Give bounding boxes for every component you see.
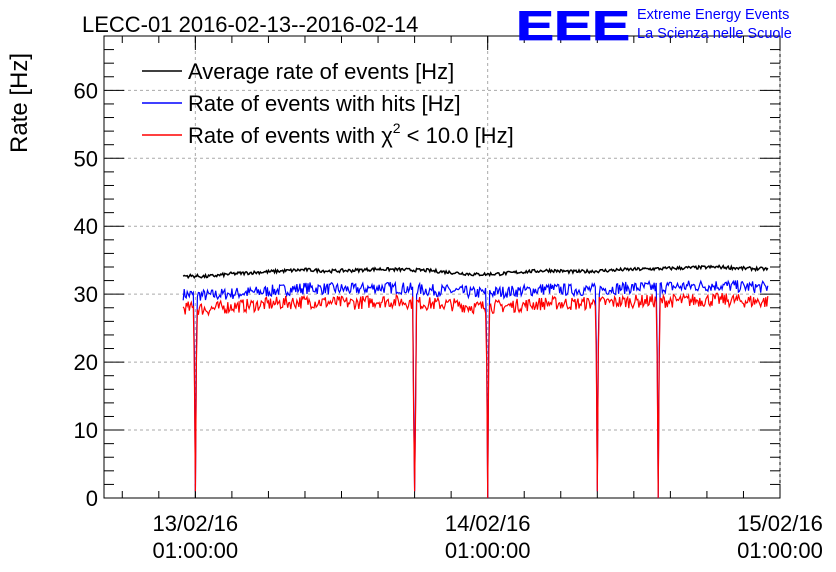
legend-label-chi2-prefix: Rate of events with χ bbox=[188, 123, 393, 148]
y-tick-label: 40 bbox=[74, 214, 98, 239]
x-tick-time: 01:00:00 bbox=[153, 538, 239, 563]
eee-logo: EEE Extreme Energy Events La Scienza nel… bbox=[516, 2, 792, 50]
legend-label-hits: Rate of events with hits [Hz] bbox=[188, 91, 461, 116]
y-tick-label: 0 bbox=[86, 486, 98, 511]
legend-entry-chi2: Rate of events with χ2 < 10.0 [Hz] bbox=[142, 120, 514, 148]
grid-lines bbox=[104, 36, 781, 498]
series-line-0 bbox=[182, 264, 769, 280]
logo-mark: EEE bbox=[516, 2, 630, 49]
y-tick-label: 60 bbox=[74, 78, 98, 103]
legend-entry-hits: Rate of events with hits [Hz] bbox=[142, 91, 461, 116]
y-tick-label: 30 bbox=[74, 282, 98, 307]
legend: Average rate of events [Hz] Rate of even… bbox=[142, 59, 514, 148]
x-tick-date: 14/02/16 bbox=[445, 511, 531, 536]
y-tick-labels: 0 10 20 30 40 50 60 bbox=[74, 78, 98, 511]
legend-label-chi2-sup: 2 bbox=[393, 120, 401, 136]
logo-line1: Extreme Energy Events bbox=[637, 7, 789, 23]
series-lines bbox=[182, 264, 769, 499]
legend-label-chi2: Rate of events with χ2 < 10.0 [Hz] bbox=[188, 120, 514, 148]
series-line-2 bbox=[182, 292, 769, 499]
y-tick-label: 20 bbox=[74, 350, 98, 375]
y-axis-label: Rate [Hz] bbox=[6, 53, 33, 153]
x-tick-labels: 13/02/1601:00:0014/02/1601:00:0015/02/16… bbox=[153, 511, 823, 563]
x-tick-time: 01:00:00 bbox=[737, 538, 823, 563]
x-tick-date: 13/02/16 bbox=[153, 511, 239, 536]
y-tick-label: 10 bbox=[74, 418, 98, 443]
legend-label-average: Average rate of events [Hz] bbox=[188, 59, 454, 84]
chart-title: LECC-01 2016-02-13--2016-02-14 bbox=[82, 12, 418, 37]
legend-entry-average: Average rate of events [Hz] bbox=[142, 59, 454, 84]
x-tick-date: 15/02/16 bbox=[737, 511, 823, 536]
legend-label-chi2-suffix: < 10.0 [Hz] bbox=[401, 123, 514, 148]
axis-ticks bbox=[104, 35, 781, 499]
x-tick-time: 01:00:00 bbox=[445, 538, 531, 563]
y-tick-label: 50 bbox=[74, 146, 98, 171]
series-line-1 bbox=[182, 279, 769, 499]
logo-line2: La Scienza nelle Scuole bbox=[637, 26, 792, 42]
